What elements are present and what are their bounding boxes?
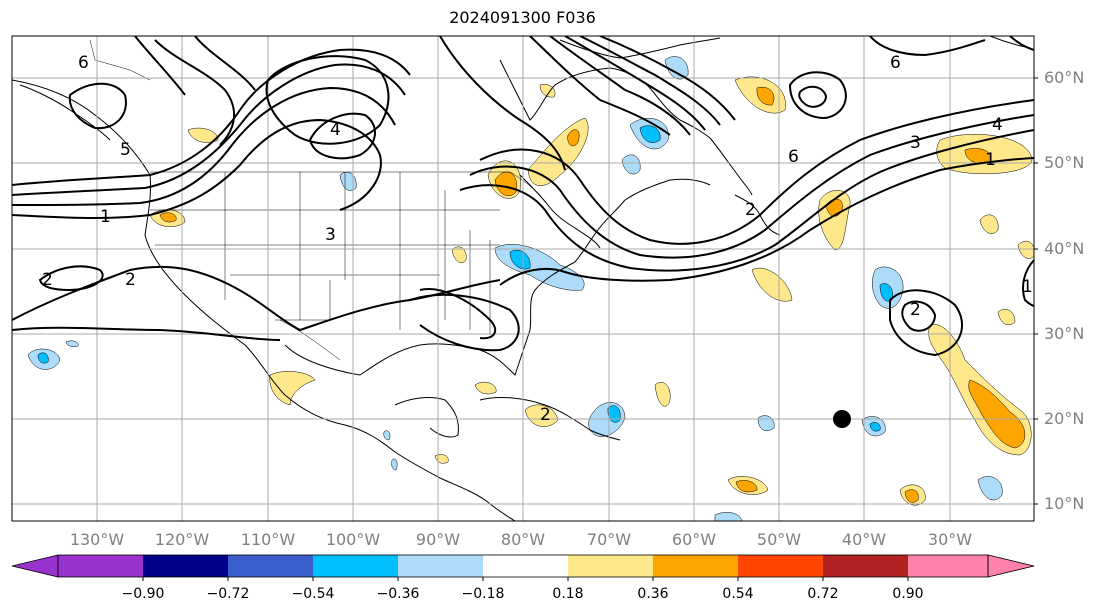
contour-label: 5 [120,140,131,160]
contour-label: 2 [910,300,921,320]
contour-label: 1 [985,150,996,170]
lat-label: 50°N [1044,153,1085,172]
colorbar-over-arrow [987,554,1035,578]
lon-label: 60°W [671,530,717,549]
contour-label: 1 [100,207,111,227]
lon-label: 100°W [325,530,381,549]
contour-label: 4 [330,120,341,140]
lat-label: 60°N [1044,68,1085,87]
colorbar-bin [58,555,143,577]
lon-label: 80°W [500,530,546,549]
map-frame [11,35,1035,522]
colorbar-bin [483,555,568,577]
colorbar-bin [228,555,313,577]
contour-label: 6 [78,53,89,73]
gridlines [12,36,1034,521]
contour-label: 4 [992,115,1003,135]
axis-ticks [1034,77,1038,505]
lon-label: 130°W [69,530,125,549]
contour-label: 1 [1022,277,1033,297]
contour-label: 3 [325,225,336,245]
colorbar-bin [143,555,228,577]
lon-label: 90°W [415,530,461,549]
lat-label: 30°N [1044,324,1085,343]
contour-label: 2 [745,200,756,220]
lat-label: 40°N [1044,239,1085,258]
colorbar-tick-label: −0.72 [206,586,250,602]
lon-label: 30°W [927,530,973,549]
contour-label: 6 [788,147,799,167]
contour-label: 6 [890,53,901,73]
positive-anomaly-regions [149,76,1034,506]
lat-label: 20°N [1044,409,1085,428]
contour-label: 2 [540,405,551,425]
colorbar-tick-label: −0.36 [376,586,420,602]
colorbar-bin [568,555,653,577]
lon-label: 70°W [586,530,632,549]
colorbar-tick-label: −0.54 [291,586,335,602]
contour-label: 2 [42,270,53,290]
lon-label: 110°W [240,530,296,549]
colorbar-tick-label: 0.18 [552,586,584,602]
contour-label-group: 6 5 1 2 2 4 3 6 3 4 1 6 2 2 2 1 [42,53,1033,425]
colorbar-bin [908,555,988,577]
colorbar-bin [653,555,738,577]
lon-label: 40°W [841,530,887,549]
colorbar-tick-label: −0.90 [121,586,165,602]
colorbar-tick-label: 0.72 [807,586,839,602]
colorbar-bin [398,555,483,577]
colorbar-tick-label: 0.54 [722,586,754,602]
contour-label: 3 [910,133,921,153]
colorbar-tick-label: 0.90 [892,586,924,602]
colorbar-under-arrow [11,554,59,578]
colorbar-bin [313,555,398,577]
lon-label: 120°W [154,530,210,549]
colorbar-bin [738,555,823,577]
contour-label: 2 [125,270,136,290]
lat-label: 10°N [1044,494,1085,513]
colorbar-tick-label: −0.18 [461,586,505,602]
contour-lines [12,36,1034,357]
marker-dot [833,410,851,428]
colorbar [11,554,1035,581]
colorbar-bin [823,555,908,577]
map-title: 2024091300 F036 [449,8,596,27]
colorbar-tick-label: 0.36 [637,586,669,602]
lon-label: 50°W [756,530,802,549]
political-borders [89,39,541,361]
